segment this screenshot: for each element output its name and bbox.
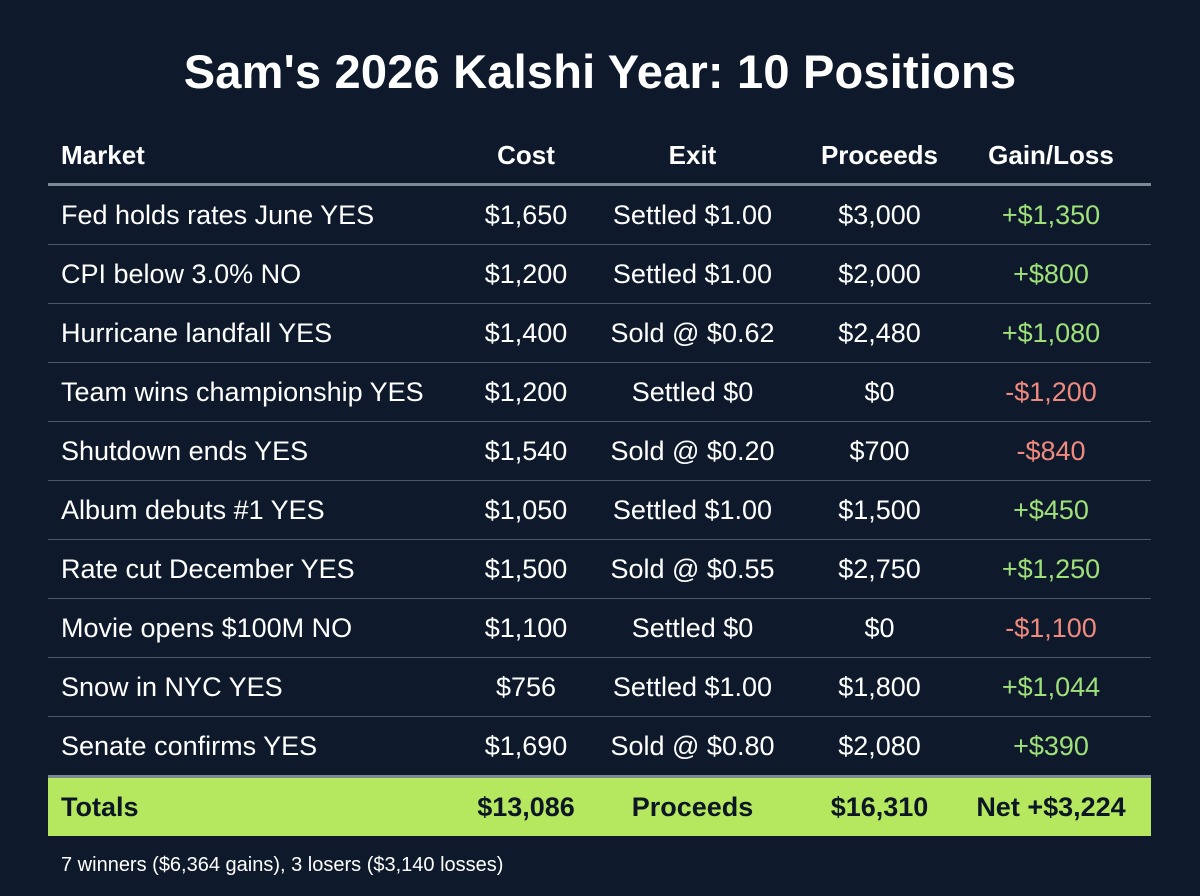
cell-gain-loss: +$1,250 [951, 539, 1151, 599]
cell-proceeds: $2,080 [808, 716, 951, 778]
column-header-market: Market [48, 128, 475, 186]
cell-market: Hurricane landfall YES [48, 303, 475, 363]
table-row: Movie opens $100M NO $1,100 Settled $0 $… [48, 598, 1151, 658]
cell-cost: $1,500 [475, 539, 577, 599]
cell-cost: $1,200 [475, 362, 577, 422]
cell-proceeds: $1,500 [808, 480, 951, 540]
cell-market: Album debuts #1 YES [48, 480, 475, 540]
page-title: Sam's 2026 Kalshi Year: 10 Positions [183, 45, 1017, 98]
cell-proceeds: $2,480 [808, 303, 951, 363]
cell-gain-loss: +$450 [951, 480, 1151, 540]
cell-exit: Sold @ $0.55 [577, 539, 808, 599]
cell-exit: Sold @ $0.62 [577, 303, 808, 363]
cell-cost: $1,050 [475, 480, 577, 540]
totals-proceeds: $16,310 [808, 776, 951, 836]
cell-gain-loss: +$390 [951, 716, 1151, 778]
cell-cost: $1,400 [475, 303, 577, 363]
table-row: Senate confirms YES $1,690 Sold @ $0.80 … [48, 716, 1151, 778]
cell-market: Rate cut December YES [48, 539, 475, 599]
column-header-cost: Cost [475, 128, 577, 186]
cell-gain-loss: +$1,350 [951, 184, 1151, 245]
cell-proceeds: $1,800 [808, 657, 951, 717]
column-header-exit: Exit [577, 128, 808, 186]
cell-exit: Settled $1.00 [577, 480, 808, 540]
cell-proceeds: $3,000 [808, 184, 951, 245]
cell-cost: $756 [475, 657, 577, 717]
column-header-gain-loss: Gain/Loss [951, 128, 1151, 186]
cell-proceeds: $2,750 [808, 539, 951, 599]
table-row: CPI below 3.0% NO $1,200 Settled $1.00 $… [48, 244, 1151, 304]
cell-exit: Settled $1.00 [577, 657, 808, 717]
table-row: Hurricane landfall YES $1,400 Sold @ $0.… [48, 303, 1151, 363]
cell-cost: $1,540 [475, 421, 577, 481]
cell-exit: Settled $1.00 [577, 244, 808, 304]
table-row: Album debuts #1 YES $1,050 Settled $1.00… [48, 480, 1151, 540]
table-row: Fed holds rates June YES $1,650 Settled … [48, 184, 1151, 245]
cell-exit: Settled $0 [577, 598, 808, 658]
cell-proceeds: $700 [808, 421, 951, 481]
cell-exit: Settled $1.00 [577, 184, 808, 245]
cell-market: Senate confirms YES [48, 716, 475, 778]
summary-footnote: 7 winners ($6,364 gains), 3 losers ($3,1… [61, 854, 504, 876]
cell-exit: Sold @ $0.80 [577, 716, 808, 778]
cell-cost: $1,100 [475, 598, 577, 658]
table-row: Shutdown ends YES $1,540 Sold @ $0.20 $7… [48, 421, 1151, 481]
table-row: Snow in NYC YES $756 Settled $1.00 $1,80… [48, 657, 1151, 717]
positions-table: Market Cost Exit Proceeds Gain/Loss Fed … [48, 128, 1151, 836]
cell-market: Team wins championship YES [48, 362, 475, 422]
totals-net-gain: Net +$3,224 [951, 776, 1151, 836]
cell-proceeds: $0 [808, 598, 951, 658]
totals-section: Totals $13,086 Proceeds $16,310 Net +$3,… [48, 776, 1151, 836]
column-header-proceeds: Proceeds [808, 128, 951, 186]
cell-cost: $1,650 [475, 184, 577, 245]
cell-proceeds: $2,000 [808, 244, 951, 304]
totals-cost: $13,086 [475, 776, 577, 836]
cell-market: Movie opens $100M NO [48, 598, 475, 658]
cell-gain-loss: +$800 [951, 244, 1151, 304]
table-row: Team wins championship YES $1,200 Settle… [48, 362, 1151, 422]
cell-market: Shutdown ends YES [48, 421, 475, 481]
cell-gain-loss: +$1,044 [951, 657, 1151, 717]
cell-exit: Sold @ $0.20 [577, 421, 808, 481]
cell-gain-loss: -$1,200 [951, 362, 1151, 422]
cell-gain-loss: -$840 [951, 421, 1151, 481]
totals-row: Totals $13,086 Proceeds $16,310 Net +$3,… [48, 776, 1151, 836]
table-body: Fed holds rates June YES $1,650 Settled … [48, 184, 1151, 778]
header-row: Market Cost Exit Proceeds Gain/Loss [48, 128, 1151, 186]
table-header: Market Cost Exit Proceeds Gain/Loss [48, 128, 1151, 186]
cell-market: CPI below 3.0% NO [48, 244, 475, 304]
totals-exit-label: Proceeds [577, 776, 808, 836]
cell-cost: $1,690 [475, 716, 577, 778]
cell-cost: $1,200 [475, 244, 577, 304]
table-row: Rate cut December YES $1,500 Sold @ $0.5… [48, 539, 1151, 599]
cell-proceeds: $0 [808, 362, 951, 422]
positions-table-container: Market Cost Exit Proceeds Gain/Loss Fed … [48, 128, 1151, 836]
cell-gain-loss: -$1,100 [951, 598, 1151, 658]
cell-market: Snow in NYC YES [48, 657, 475, 717]
cell-market: Fed holds rates June YES [48, 184, 475, 245]
cell-exit: Settled $0 [577, 362, 808, 422]
cell-gain-loss: +$1,080 [951, 303, 1151, 363]
totals-label: Totals [48, 776, 475, 836]
